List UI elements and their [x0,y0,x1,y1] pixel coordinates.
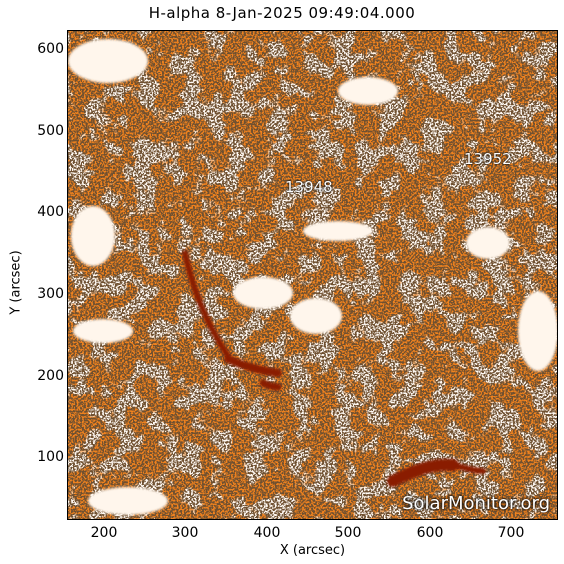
x-axis-label: X (arcsec) [279,543,346,558]
y-axis-label: Y (arcsec) [8,250,24,315]
bright-plage-patches [68,39,557,515]
active-region-label: 13948 [285,178,333,196]
image-title: H-alpha 8-Jan-2025 09:49:04.000 [148,4,416,22]
x-tick-label: 700 [497,525,525,541]
y-tick-label: 500 [37,123,64,139]
x-tick-label: 600 [416,525,444,541]
solarmonitor-watermark: SolarMonitor.org [402,493,550,514]
solar-image-panel [67,30,558,520]
x-tick-label: 500 [334,525,362,541]
active-region-label: 13952 [464,150,512,168]
y-tick-label: 100 [37,449,64,465]
chromospheric-texture [68,31,557,519]
x-tick-label: 300 [171,525,199,541]
y-tick-label: 300 [37,286,64,302]
y-tick-label: 600 [37,41,64,57]
y-tick-label: 400 [37,204,64,220]
x-tick-label: 400 [253,525,281,541]
x-tick-label: 200 [90,525,118,541]
dark-filaments [182,250,486,487]
y-tick-label: 200 [37,368,64,384]
h-alpha-solar-image [68,31,557,519]
